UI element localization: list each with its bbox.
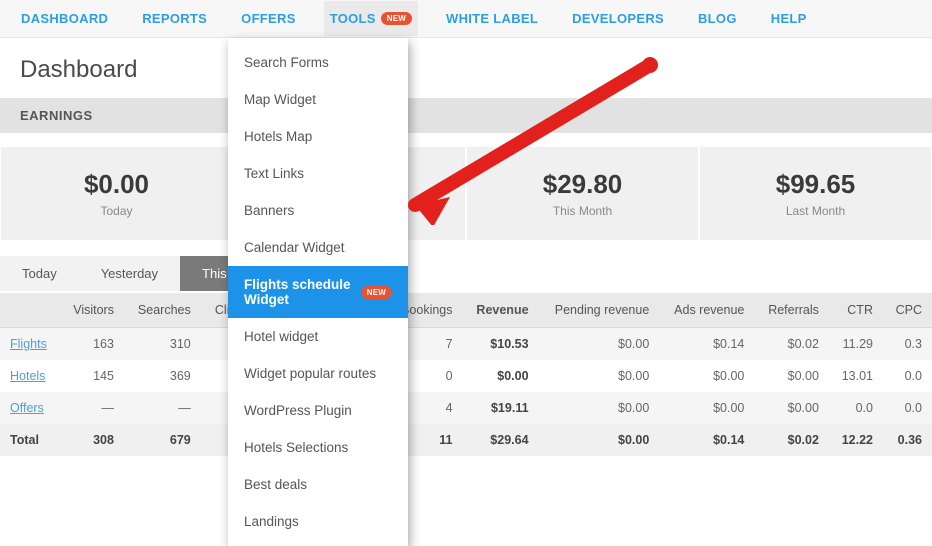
performance-table: Visitors Searches Click Outs Bookings Pa…: [0, 293, 932, 456]
dropdown-item-hotels-map[interactable]: Hotels Map: [228, 118, 408, 155]
offers-link[interactable]: Offers: [10, 401, 44, 415]
dropdown-item-best-deals[interactable]: Best deals: [228, 466, 408, 503]
table-row-flights: Flights 163 310 83 0 7 $10.53 $0.00 $0.1…: [0, 328, 932, 361]
col-header-cpc: CPC: [883, 293, 932, 328]
dropdown-item-landings[interactable]: Landings: [228, 503, 408, 540]
day-tabs-row: Today Yesterday This Month: [0, 256, 932, 291]
page-title: Dashboard: [0, 38, 932, 98]
table-row-offers: Offers — — — 6 4 $19.11 $0.00 $0.00 $0.0…: [0, 392, 932, 424]
table-row-total: Total 308 679 83 14 11 $29.64 $0.00 $0.1…: [0, 424, 932, 456]
flights-widget-new-badge: NEW: [361, 286, 392, 299]
day-tab-today[interactable]: Today: [0, 256, 79, 291]
earnings-card-last-month: $99.65 Last Month: [700, 147, 931, 240]
col-header-referrals: Referrals: [754, 293, 829, 328]
nav-item-white-label[interactable]: WHITE LABEL: [440, 1, 544, 36]
earnings-card-this-month: $29.80 This Month: [467, 147, 698, 240]
col-header-ctr: CTR: [829, 293, 883, 328]
col-header-pending-revenue: Pending revenue: [539, 293, 660, 328]
col-header-searches: Searches: [124, 293, 201, 328]
flights-link[interactable]: Flights: [10, 337, 47, 351]
day-tab-yesterday[interactable]: Yesterday: [79, 256, 180, 291]
dropdown-item-wordpress-plugin[interactable]: WordPress Plugin: [228, 392, 408, 429]
dropdown-item-map-widget[interactable]: Map Widget: [228, 81, 408, 118]
dropdown-item-widget-popular-routes[interactable]: Widget popular routes: [228, 355, 408, 392]
col-header-revenue: Revenue: [463, 293, 539, 328]
nav-item-developers[interactable]: DEVELOPERS: [566, 1, 670, 36]
nav-item-help[interactable]: HELP: [765, 1, 813, 36]
table-row-hotels: Hotels 145 369 0 0 0 $0.00 $0.00 $0.00 $…: [0, 360, 932, 392]
dropdown-item-search-forms[interactable]: Search Forms: [228, 44, 408, 81]
nav-item-tools[interactable]: TOOLS NEW: [324, 1, 418, 36]
tools-new-badge: NEW: [381, 12, 412, 25]
col-header-blank: [0, 293, 60, 328]
dropdown-item-hotel-widget[interactable]: Hotel widget: [228, 318, 408, 355]
hotels-link[interactable]: Hotels: [10, 369, 45, 383]
nav-item-offers[interactable]: OFFERS: [235, 1, 302, 36]
dropdown-item-flights-schedule-widget[interactable]: Flights schedule Widget NEW: [228, 266, 408, 318]
nav-item-dashboard[interactable]: DASHBOARD: [15, 1, 114, 36]
col-header-visitors: Visitors: [60, 293, 124, 328]
earnings-card-today: $0.00 Today: [1, 147, 232, 240]
dropdown-item-banners[interactable]: Banners: [228, 192, 408, 229]
top-nav-bar: DASHBOARD REPORTS OFFERS TOOLS NEW WHITE…: [0, 0, 932, 38]
nav-item-blog[interactable]: BLOG: [692, 1, 743, 36]
col-header-ads-revenue: Ads revenue: [659, 293, 754, 328]
dropdown-item-text-links[interactable]: Text Links: [228, 155, 408, 192]
nav-item-reports[interactable]: REPORTS: [136, 1, 213, 36]
earnings-section-label: EARNINGS: [0, 98, 932, 133]
dropdown-item-calendar-widget[interactable]: Calendar Widget: [228, 229, 408, 266]
earnings-cards-row: $0.00 Today $0.00 Yesterday $29.80 This …: [0, 133, 932, 254]
dropdown-item-hotels-selections[interactable]: Hotels Selections: [228, 429, 408, 466]
tools-dropdown-menu[interactable]: Search Forms Map Widget Hotels Map Text …: [228, 38, 408, 546]
